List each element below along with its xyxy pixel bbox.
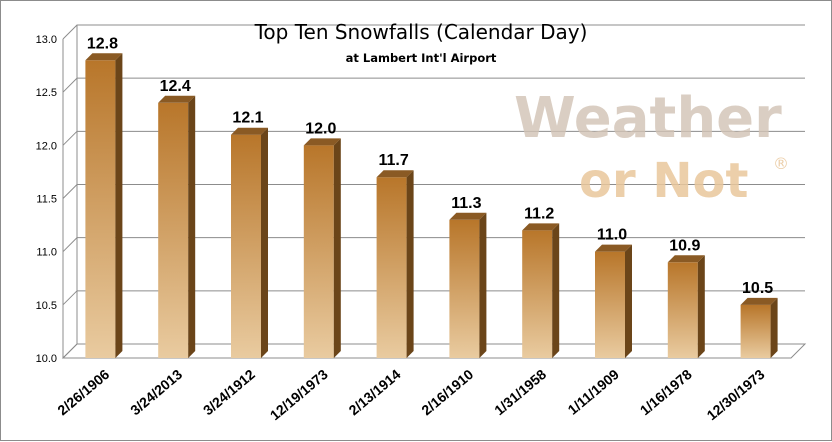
bar (449, 212, 487, 358)
x-tick-label: 2/13/1914 (346, 366, 404, 418)
bar (522, 223, 560, 358)
x-axis-labels: 2/26/1906 3/24/2013 3/24/1912 12/19/1973 2/1… (54, 366, 767, 423)
bar-side (406, 170, 414, 358)
x-tick-label: 1/11/1909 (565, 366, 623, 418)
x-tick-label: 3/24/1912 (200, 366, 258, 418)
bar-side (552, 223, 560, 358)
bar-front (449, 219, 480, 358)
bar-top (231, 127, 268, 135)
bar-front (158, 102, 189, 358)
bar (740, 297, 778, 358)
y-tick-label: 11.5 (36, 194, 57, 206)
y-tick-label: 13.0 (36, 34, 57, 46)
data-label: 11.0 (597, 227, 627, 244)
bar-top (595, 244, 632, 252)
bar (85, 53, 123, 359)
bar-side (479, 212, 487, 358)
x-tick-label: 12/30/1973 (704, 366, 768, 423)
bars (85, 53, 778, 359)
y-tick-label: 12.5 (36, 87, 57, 99)
y-tick-label: 10.0 (36, 353, 57, 365)
watermark: Weather or Not ® (514, 86, 789, 209)
bar-top (667, 255, 705, 263)
y-axis-ticks: 10.0 10.5 11.0 11.5 12.0 12.5 13.0 (36, 34, 57, 365)
watermark-registered-mark: ® (773, 154, 789, 173)
data-label: 12.4 (160, 78, 191, 95)
bar-side (115, 53, 123, 359)
bar (231, 127, 268, 358)
bar-side (770, 297, 778, 358)
bar-front (231, 134, 261, 358)
bar-top (449, 212, 487, 220)
y-tick-label: 12.0 (36, 140, 57, 152)
bar-top (522, 223, 560, 231)
watermark-line-2: or Not (579, 153, 748, 209)
x-tick-label: 3/24/2013 (127, 366, 185, 418)
bar (158, 95, 196, 359)
bar-top (376, 170, 414, 178)
bar-top (85, 53, 123, 61)
data-label: 12.0 (305, 120, 336, 137)
chart-subtitle: at Lambert Int'l Airport (346, 51, 497, 65)
x-tick-label: 1/16/1978 (637, 366, 695, 418)
watermark-line-1: Weather (514, 86, 782, 151)
bar-front (667, 262, 698, 358)
bar-top (740, 297, 778, 305)
data-label: 11.2 (524, 205, 554, 222)
data-label: 11.3 (451, 195, 481, 212)
x-tick-label: 2/16/1910 (418, 366, 476, 418)
bar-top (303, 138, 341, 146)
data-labels: 12.8 12.4 12.1 12.0 11.7 11.3 11.2 11.0 10.9 10.5 (87, 35, 773, 297)
bar (667, 255, 705, 358)
x-tick-label: 2/26/1906 (54, 366, 112, 418)
bar-front (740, 304, 771, 358)
bar-front (376, 177, 407, 358)
y-tick-label: 10.5 (36, 300, 57, 312)
bar (376, 170, 414, 358)
y-tick-label: 11.0 (36, 247, 57, 259)
data-label: 12.1 (232, 110, 263, 127)
x-tick-label: 12/19/1973 (267, 366, 331, 423)
data-label: 11.7 (378, 152, 408, 169)
data-label: 10.5 (742, 280, 773, 297)
bar-front (595, 251, 625, 358)
bar-side (261, 127, 268, 358)
bar-front (85, 60, 116, 359)
bar (595, 244, 632, 358)
data-label: 10.9 (669, 237, 700, 254)
x-tick-label: 1/31/1958 (491, 366, 549, 418)
chart-title: Top Ten Snowfalls (Calendar Day) (254, 20, 588, 44)
bar-side (188, 95, 196, 359)
bar-front (303, 145, 334, 358)
bar (303, 138, 341, 358)
data-label: 12.8 (87, 35, 118, 52)
bar-side (697, 255, 705, 358)
bar-front (522, 230, 553, 358)
bar-side (625, 244, 632, 358)
bar-top (158, 95, 196, 103)
bar-side (333, 138, 341, 358)
